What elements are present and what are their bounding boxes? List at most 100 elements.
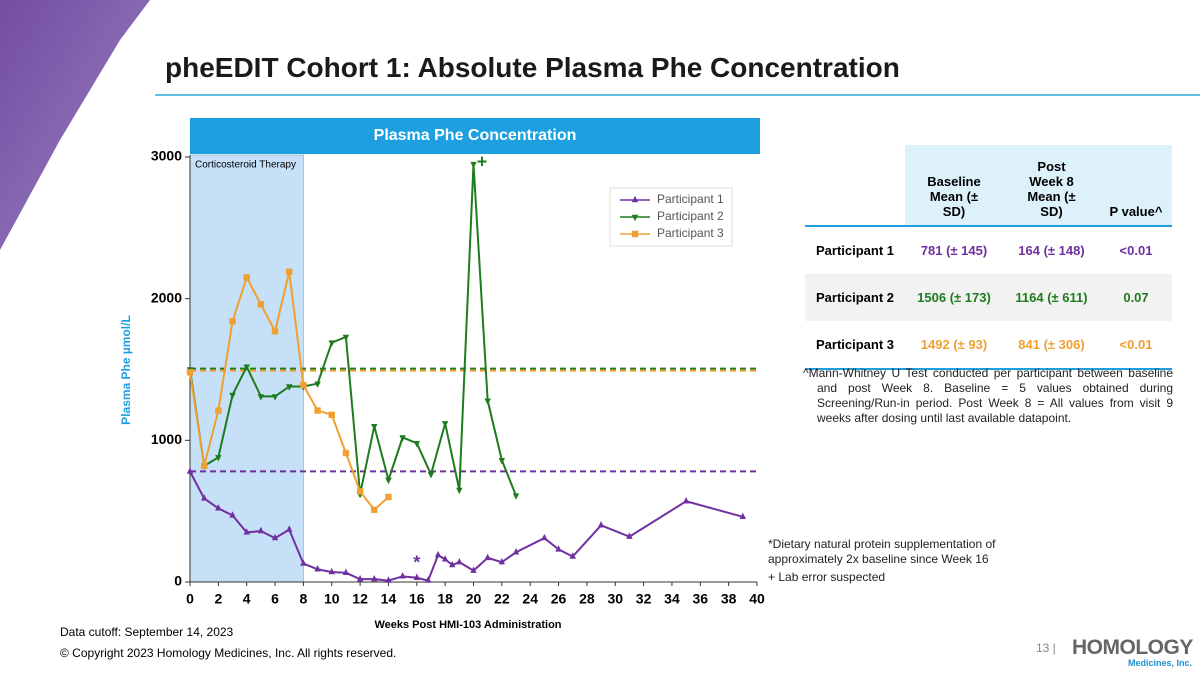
cell: 0.07 — [1100, 274, 1172, 321]
annotation: * — [413, 552, 420, 572]
chart-header — [190, 118, 760, 154]
marker — [356, 574, 364, 582]
x-tick-label: 22 — [494, 591, 510, 607]
y-tick-label: 3000 — [151, 148, 182, 164]
marker — [498, 557, 506, 565]
legend-label: Participant 1 — [657, 192, 724, 206]
x-tick-label: 10 — [324, 591, 340, 607]
marker — [200, 494, 208, 501]
cell: 841 (± 306) — [1018, 337, 1085, 352]
marker — [456, 487, 463, 495]
cell: 1506 (± 173) — [905, 274, 1003, 321]
marker — [257, 301, 265, 308]
x-tick-label: 24 — [522, 591, 538, 607]
marker — [371, 506, 378, 513]
x-tick-label: 28 — [579, 591, 595, 607]
marker — [271, 328, 279, 335]
marker — [371, 574, 378, 582]
logo-subtitle: Medicines, Inc. — [1128, 658, 1193, 668]
x-tick-label: 8 — [300, 591, 308, 607]
x-tick-label: 12 — [352, 591, 368, 607]
marker — [484, 398, 491, 405]
row-label: Participant 1 — [815, 243, 895, 258]
marker — [555, 545, 562, 552]
marker — [470, 161, 477, 169]
footnote: + Lab error suspected — [768, 570, 886, 584]
marker — [314, 407, 321, 414]
marker — [328, 567, 335, 575]
y-tick-label: 0 — [174, 573, 182, 589]
x-tick-label: 2 — [214, 591, 222, 607]
slide-title: pheEDIT Cohort 1: Absolute Plasma Phe Co… — [165, 52, 900, 83]
marker — [243, 364, 250, 371]
annotation: + — [477, 151, 488, 171]
marker — [498, 457, 506, 465]
marker — [441, 555, 449, 562]
marker — [215, 407, 222, 414]
copyright: © Copyright 2023 Homology Medicines, Inc… — [60, 646, 397, 660]
x-tick-label: 16 — [409, 591, 425, 607]
x-tick-label: 6 — [271, 591, 279, 607]
cell: <0.01 — [1119, 243, 1153, 258]
marker — [186, 369, 194, 376]
logo: HOMOLOGY — [1072, 636, 1193, 659]
cell: 164 (± 148) — [1018, 243, 1085, 258]
marker — [456, 557, 463, 565]
y-tick-label: 2000 — [151, 289, 182, 305]
marker — [631, 195, 639, 203]
x-tick-label: 14 — [381, 591, 397, 607]
x-tick-label: 32 — [636, 591, 652, 607]
cell: 781 (± 145) — [920, 243, 988, 258]
marker — [286, 268, 293, 275]
marker — [434, 550, 442, 558]
column-header: Baseline Mean (± SD) — [927, 174, 981, 219]
marker — [257, 526, 265, 534]
column-header: Post Week 8 Mean (± SD) — [1027, 159, 1076, 219]
x-tick-label: 34 — [664, 591, 680, 607]
marker — [215, 504, 222, 511]
marker — [424, 576, 432, 583]
marker — [300, 381, 307, 389]
marker — [626, 532, 633, 539]
marker — [342, 449, 350, 457]
decoration — [0, 0, 150, 250]
chart-title: Plasma Phe Concentration — [374, 127, 577, 144]
marker — [243, 274, 250, 281]
marker — [215, 455, 222, 462]
marker — [257, 394, 265, 401]
x-tick-label: 18 — [437, 591, 453, 607]
marker — [597, 521, 605, 528]
marker — [342, 568, 350, 575]
page-number: 13 | — [1036, 641, 1056, 655]
legend-label: Participant 2 — [657, 209, 724, 223]
marker — [739, 512, 747, 520]
marker — [569, 552, 576, 559]
x-tick-label: 36 — [693, 591, 709, 607]
marker — [186, 467, 194, 474]
marker — [385, 576, 392, 583]
marker — [229, 511, 236, 518]
data-cutoff: Data cutoff: September 14, 2023 — [60, 625, 234, 639]
cell: 1492 (± 93) — [920, 337, 988, 352]
x-tick-label: 0 — [186, 591, 194, 607]
marker — [470, 566, 477, 573]
marker — [356, 488, 364, 495]
marker — [271, 394, 279, 401]
x-tick-label: 26 — [551, 591, 567, 607]
marker — [229, 392, 236, 400]
marker — [314, 381, 321, 388]
footnote: *Dietary natural protein supplementation… — [768, 537, 996, 566]
row-label: Participant 3 — [815, 337, 895, 352]
marker — [682, 497, 690, 504]
marker — [631, 214, 639, 222]
marker — [286, 384, 293, 391]
marker — [541, 533, 548, 541]
x-tick-label: 4 — [243, 591, 251, 607]
marker — [385, 477, 392, 485]
stats-table: Baseline Mean (± SD) Post Week 8 Mean (±… — [805, 145, 1172, 370]
series-line — [189, 164, 517, 496]
x-tick-label: 40 — [749, 591, 765, 607]
